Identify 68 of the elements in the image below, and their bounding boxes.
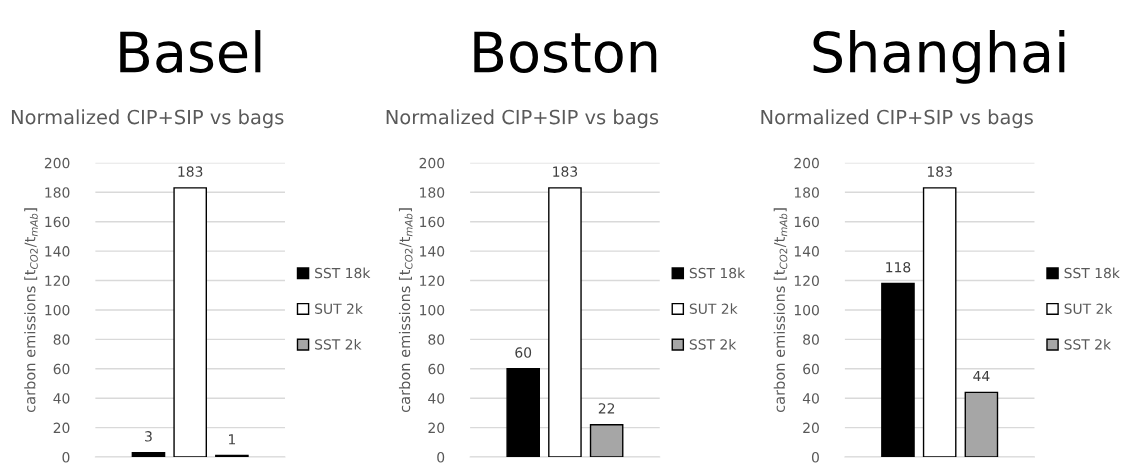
- data-label: 118: [886, 261, 911, 273]
- y-tick-label: 120: [794, 275, 819, 287]
- y-tick-label: 40: [53, 393, 70, 404]
- bar: [131, 451, 166, 458]
- bar: [589, 423, 624, 458]
- y-tick-label: 60: [53, 363, 70, 375]
- y-tick-label: 20: [53, 422, 70, 434]
- legend-label: SST 18k: [1064, 267, 1120, 279]
- chart-title: Boston: [474, 31, 657, 74]
- y-tick-label: 80: [428, 334, 445, 345]
- y-tick-label: 0: [62, 452, 70, 463]
- y-tick-label: 0: [811, 452, 819, 463]
- chart-subtitle: Normalized CIP+SIP vs bags: [761, 109, 1033, 129]
- bar: [173, 187, 207, 458]
- legend-label: SST 2k: [1064, 338, 1112, 350]
- legend-label: SUT 2k: [689, 303, 738, 314]
- y-tick-label: 140: [794, 246, 819, 257]
- y-tick-label: 180: [794, 187, 819, 198]
- y-tick-label: 20: [803, 422, 819, 434]
- y-axis-title: carbon emissions [t$_{CO2}$/t$_{mAb}$]: [398, 208, 413, 413]
- data-label: 183: [178, 166, 203, 177]
- y-tick-label: 100: [420, 304, 445, 316]
- y-tick-label: 200: [794, 157, 819, 169]
- legend-label: SST 18k: [315, 267, 371, 279]
- y-tick-label: 60: [428, 363, 445, 375]
- y-tick-label: 100: [45, 304, 70, 316]
- y-tick-label: 160: [420, 216, 445, 228]
- legend-label: SST 18k: [689, 267, 746, 279]
- legend-label: SUT 2k: [1064, 303, 1113, 314]
- y-tick-label: 180: [45, 187, 70, 198]
- y-tick-label: 180: [420, 187, 445, 198]
- y-tick-label: 160: [794, 216, 819, 228]
- y-tick-label: 120: [45, 275, 70, 287]
- y-tick-label: 40: [428, 393, 445, 404]
- bar: [881, 282, 915, 458]
- data-label: 60: [515, 347, 532, 358]
- y-tick-label: 80: [803, 334, 819, 345]
- chart-subtitle: Normalized CIP+SIP vs bags: [11, 109, 284, 129]
- chart-subtitle: Normalized CIP+SIP vs bags: [386, 109, 659, 129]
- y-axis-title: carbon emissions [t$_{CO2}$/t$_{mAb}$]: [24, 208, 38, 413]
- data-label: 22: [598, 403, 615, 414]
- y-tick-label: 120: [420, 275, 445, 287]
- legend-label: SST 2k: [315, 338, 362, 350]
- bar: [964, 391, 999, 458]
- y-tick-label: 60: [803, 363, 819, 375]
- y-tick-label: 160: [45, 216, 70, 228]
- legend-label: SST 2k: [689, 338, 737, 350]
- bar: [506, 368, 541, 458]
- chart-title: Basel: [120, 30, 261, 74]
- y-tick-label: 140: [45, 246, 70, 257]
- legend-label: SUT 2k: [315, 303, 363, 314]
- data-label: 3: [145, 431, 152, 442]
- y-tick-label: 140: [420, 246, 445, 257]
- y-tick-label: 100: [794, 304, 819, 316]
- y-tick-label: 40: [802, 393, 819, 404]
- bar: [922, 187, 957, 458]
- data-label: 183: [927, 166, 952, 177]
- y-tick-label: 0: [437, 452, 445, 463]
- y-axis-title: carbon emissions [t$_{CO2}$/t$_{mAb}$]: [773, 208, 788, 413]
- y-tick-label: 200: [419, 157, 445, 169]
- y-tick-label: 200: [44, 157, 70, 169]
- chart-title: Shanghai: [813, 30, 1065, 84]
- bar: [548, 187, 582, 458]
- data-label: 44: [973, 370, 990, 382]
- data-label: 183: [553, 166, 578, 177]
- y-tick-label: 80: [53, 334, 70, 345]
- y-tick-label: 20: [428, 422, 445, 434]
- data-label: 1: [229, 434, 236, 445]
